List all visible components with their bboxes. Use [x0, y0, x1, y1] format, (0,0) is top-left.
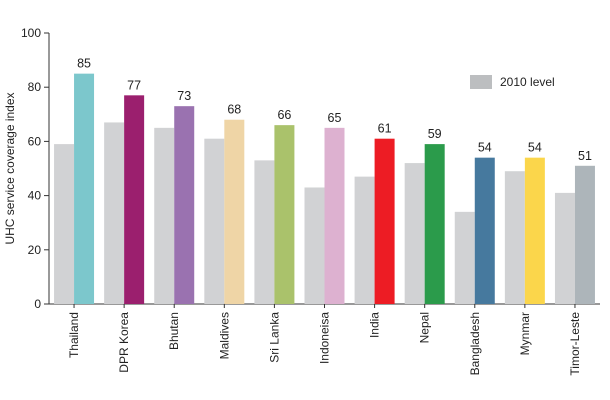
- bar-current-timor-leste: [574, 165, 595, 304]
- bar-current-indoneisa: [324, 127, 345, 304]
- data-label: 85: [77, 57, 91, 71]
- y-tick-label: 40: [28, 189, 42, 203]
- bar-2010-bangladesh: [454, 211, 475, 304]
- data-label: 59: [428, 127, 442, 141]
- bar-current-nepal: [424, 144, 445, 304]
- y-tick-label: 0: [34, 297, 41, 311]
- data-label: 61: [378, 122, 392, 136]
- bar-2010-maldives: [204, 138, 225, 304]
- bar-2010-indoneisa: [304, 187, 325, 304]
- data-label: 77: [127, 78, 141, 92]
- bars: [54, 73, 595, 305]
- bar-2010-bhutan: [154, 127, 175, 304]
- category-label: Nepal: [418, 312, 432, 343]
- category-label: Timor-Leste: [568, 312, 582, 376]
- bar-2010-thailand: [54, 144, 75, 304]
- data-label: 51: [578, 149, 592, 163]
- labels: 85 Thailand 77 DPR Korea 73 Bhutan 68 Maldives 6…: [67, 57, 592, 376]
- bar-2010-dpr-korea: [104, 122, 125, 305]
- category-label: DPR Korea: [117, 312, 131, 373]
- legend-label-2010: 2010 level: [500, 75, 555, 89]
- bar-current-dpr-korea: [124, 95, 145, 304]
- bar-2010-india: [354, 176, 375, 304]
- bar-current-sri-lanka: [274, 125, 295, 304]
- bar-2010-nepal: [404, 163, 425, 304]
- bar-current-bangladesh: [474, 157, 495, 304]
- y-axis-title: UHC service coverage index: [3, 92, 17, 244]
- category-label: Sri Lanka: [267, 312, 281, 363]
- category-label: Bhutan: [167, 312, 181, 350]
- bar-2010-mynmar: [504, 171, 525, 304]
- bar-current-thailand: [74, 73, 95, 305]
- category-label: Bangladesh: [468, 312, 482, 375]
- data-label: 68: [227, 103, 241, 117]
- bar-2010-timor-leste: [554, 192, 575, 304]
- bar-2010-sri-lanka: [254, 160, 275, 304]
- data-label: 54: [528, 141, 542, 155]
- y-tick-label: 80: [28, 80, 42, 94]
- data-label: 66: [277, 108, 291, 122]
- legend-swatch-2010: [470, 75, 492, 89]
- data-label: 54: [478, 141, 492, 155]
- data-label: 65: [328, 111, 342, 125]
- bar-current-india: [374, 138, 395, 304]
- y-tick-label: 60: [28, 134, 42, 148]
- bar-current-mynmar: [524, 157, 545, 304]
- y-tick-label: 100: [21, 26, 41, 40]
- y-tick-label: 20: [28, 243, 42, 257]
- bar-current-bhutan: [174, 106, 195, 304]
- category-label: Maldives: [217, 312, 231, 359]
- data-label: 73: [177, 89, 191, 103]
- legend: 2010 level: [470, 75, 555, 89]
- bar-current-maldives: [224, 119, 245, 304]
- category-label: India: [368, 312, 382, 338]
- category-label: Mynmar: [518, 312, 532, 355]
- category-label: Indoneisa: [318, 312, 332, 364]
- category-label: Thailand: [67, 312, 81, 358]
